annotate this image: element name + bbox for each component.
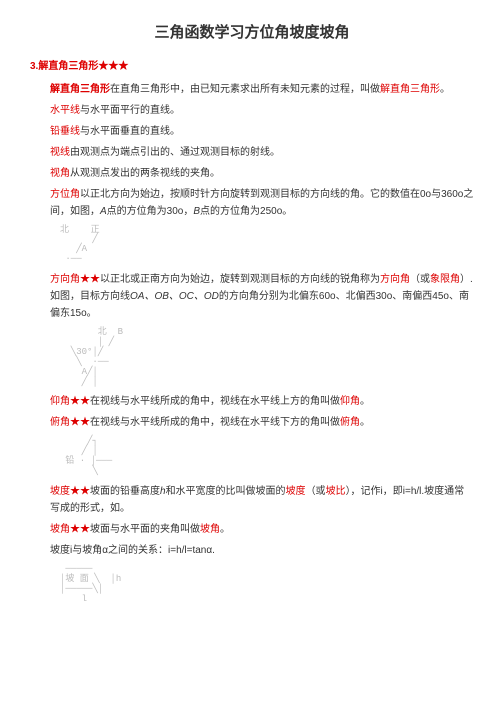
term-red: 解直角三角形: [380, 84, 440, 95]
term-red: 铅垂线: [50, 126, 80, 137]
term-red: 坡度★★: [50, 486, 90, 497]
fig-line: ╲30°│╱: [60, 347, 125, 357]
text: （或: [306, 486, 326, 497]
text: 与水平面平行的直线。: [80, 105, 180, 116]
text: 坡面与水平面的夹角叫做: [90, 524, 200, 535]
fig-line: ·──: [60, 254, 103, 264]
paragraph-4: 视线由观测点为端点引出的、通过观测目标的射线。: [50, 144, 474, 161]
text: 点的方位角为250o。: [200, 206, 292, 217]
paragraph-5: 视角从观测点发出的两条视线的夹角。: [50, 165, 474, 182]
fig-line: ╱ │: [60, 446, 125, 456]
term-red: 视角: [50, 168, 70, 179]
term-red: 仰角★★: [50, 396, 90, 407]
text: 在直角三角形中，由已知元素求出所有未知元素的过程，叫做: [110, 84, 380, 95]
fig-line: l: [60, 594, 125, 604]
text: 在视线与水平线所成的角中，视线在水平线上方的角叫做: [90, 396, 340, 407]
fig-line: ╱: [60, 234, 103, 244]
fig-line: ╲: [60, 466, 130, 476]
paragraph-11: 坡角★★坡面与水平面的夹角叫做坡角。: [50, 521, 474, 538]
figure-1: 北 正 ╱ ╱A ·──: [60, 226, 474, 266]
text: 。: [440, 84, 450, 95]
fig-line: │ ╱: [60, 337, 130, 347]
term-red: 水平线: [50, 105, 80, 116]
term-red: 解直角三角形: [50, 84, 110, 95]
term-red: 俯角: [340, 417, 360, 428]
fig-line: A╱│: [60, 367, 130, 377]
fig-line: 北 B: [60, 327, 134, 337]
term-red: 坡度: [286, 486, 306, 497]
term-red: 坡角★★: [50, 524, 90, 535]
term-red: 坡比: [326, 486, 346, 497]
text: 在视线与水平线所成的角中，视线在水平线下方的角叫做: [90, 417, 340, 428]
paragraph-10: 坡度★★坡面的铅垂高度h和水平宽度的比叫做坡面的坡度（或坡比），记作i，即i=h…: [50, 483, 474, 517]
fig-line: │坡 面 ╲ │h: [60, 574, 121, 584]
text: 坡面的铅垂高度: [90, 486, 160, 497]
term-red: 俯角★★: [50, 417, 90, 428]
term-red: 坡角: [200, 524, 220, 535]
paragraph-7: 方向角★★以正北或正南方向为始边，旋转到观测目标的方向线的锐角称为方向角（或象限…: [50, 271, 474, 322]
text: 以正北或正南方向为始边，旋转到观测目标的方向线的锐角称为: [100, 274, 380, 285]
fig-line: ─────: [60, 564, 114, 574]
var: A: [100, 206, 107, 217]
fig-line: │─────╲│: [60, 584, 109, 594]
paragraph-12: 坡度i与坡角α之间的关系：i=h/l=tanα.: [50, 542, 474, 559]
text: 。: [360, 396, 370, 407]
term-red: 方位角: [50, 189, 80, 200]
text: 点的方位角为30o，: [107, 206, 194, 217]
paragraph-2: 水平线与水平面平行的直线。: [50, 102, 474, 119]
paragraph-8: 仰角★★在视线与水平线所成的角中，视线在水平线上方的角叫做仰角。: [50, 393, 474, 410]
term-red: 视线: [50, 147, 70, 158]
figure-3: ╱┐ ╱ │ 铅 · │─── ╲: [60, 437, 474, 477]
section-heading: 3.解直角三角形★★★: [30, 58, 474, 75]
paragraph-1: 解直角三角形在直角三角形中，由已知元素求出所有未知元素的过程，叫做解直角三角形。: [50, 81, 474, 98]
paragraph-3: 铅垂线与水平面垂直的直线。: [50, 123, 474, 140]
text: 。: [360, 417, 370, 428]
term-red: 方向角★★: [50, 274, 100, 285]
fig-line: 北 正: [60, 225, 100, 235]
text: 。: [220, 524, 230, 535]
text: 与水平面垂直的直线。: [80, 126, 180, 137]
term-red: 仰角: [340, 396, 360, 407]
text: 从观测点发出的两条视线的夹角。: [70, 168, 220, 179]
text: 坡度i与坡角α之间的关系：i=h/l=tanα.: [50, 545, 215, 556]
fig-line: ╱┐: [60, 436, 125, 446]
fig-line: ╱ │: [60, 377, 130, 387]
paragraph-9: 俯角★★在视线与水平线所成的角中，视线在水平线下方的角叫做俯角。: [50, 414, 474, 431]
figure-4: ───── │坡 面 ╲ │h │─────╲│ l: [60, 565, 474, 605]
text: 和水平宽度的比叫做坡面的: [166, 486, 286, 497]
fig-line: ╱A: [60, 244, 103, 254]
page-title: 三角函数学习方位角坡度坡角: [30, 20, 474, 46]
figure-2: 北 B │ ╱ ╲30°│╱ ╲ ·── A╱│ ╱ │: [60, 328, 474, 387]
text: 由观测点为端点引出的、通过观测目标的射线。: [70, 147, 280, 158]
term-red: 象限角: [430, 274, 460, 285]
fig-line: ╲ ·──: [60, 357, 125, 367]
var: OA、OB、OC、OD: [130, 291, 219, 302]
paragraph-6: 方位角以正北方向为始边，按顺时针方向旋转到观测目标的方向线的角。它的数值在0o与…: [50, 186, 474, 220]
fig-line: 铅 · │───: [60, 456, 118, 466]
text: （或: [410, 274, 430, 285]
term-red: 方向角: [380, 274, 410, 285]
